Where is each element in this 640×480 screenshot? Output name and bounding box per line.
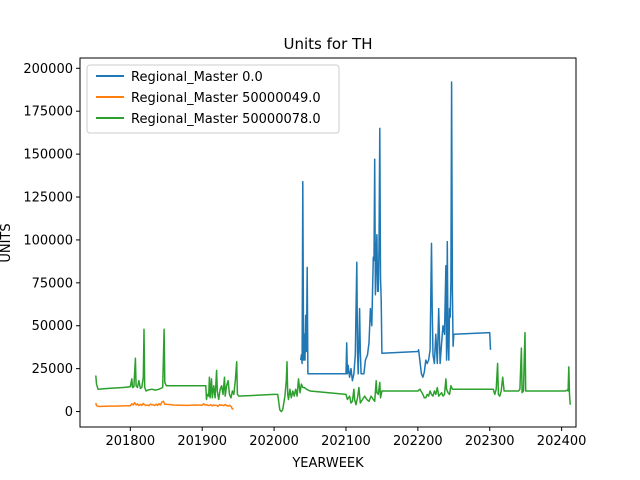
y-tick-label: 100000 <box>23 233 73 248</box>
x-tick-label: 202000 <box>249 434 299 449</box>
y-tick-label: 25000 <box>32 362 73 377</box>
y-tick-label: 125000 <box>23 191 73 206</box>
y-tick-label: 50000 <box>32 319 73 334</box>
series-line-1 <box>95 400 234 410</box>
y-tick-label: 175000 <box>23 105 73 120</box>
series-line-2 <box>95 328 571 413</box>
legend-label-regional-master-50000078: Regional_Master 50000078.0 <box>131 112 321 127</box>
x-tick-label: 201800 <box>105 434 155 449</box>
chart-title: Units for TH <box>284 35 373 53</box>
axes-frame <box>79 57 577 428</box>
y-tick-label: 150000 <box>23 148 73 163</box>
legend: Regional_Master 0.0 Regional_Master 5000… <box>86 64 340 134</box>
x-tick-label: 202400 <box>537 434 587 449</box>
x-axis-ticks: 201800 201900 202000 202100 202200 202300 2024… <box>105 427 586 449</box>
plot-lines <box>95 81 571 413</box>
legend-label-regional-master-0: Regional_Master 0.0 <box>131 70 263 85</box>
x-axis-label: YEARWEEK <box>291 456 364 471</box>
x-tick-label: 201900 <box>177 434 227 449</box>
x-tick-label: 202100 <box>321 434 371 449</box>
y-tick-label: 200000 <box>23 62 73 77</box>
series-line-0 <box>299 81 492 382</box>
legend-box <box>86 64 340 134</box>
y-tick-label: 0 <box>65 405 73 420</box>
y-tick-label: 75000 <box>32 276 73 291</box>
legend-label-regional-master-50000049: Regional_Master 50000049.0 <box>131 91 321 106</box>
y-axis-label: UNITS <box>0 223 14 262</box>
x-tick-label: 202300 <box>465 434 515 449</box>
y-axis-ticks: 0 25000 50000 75000 100000 125000 150000 175000… <box>23 62 80 420</box>
x-tick-label: 202200 <box>393 434 443 449</box>
